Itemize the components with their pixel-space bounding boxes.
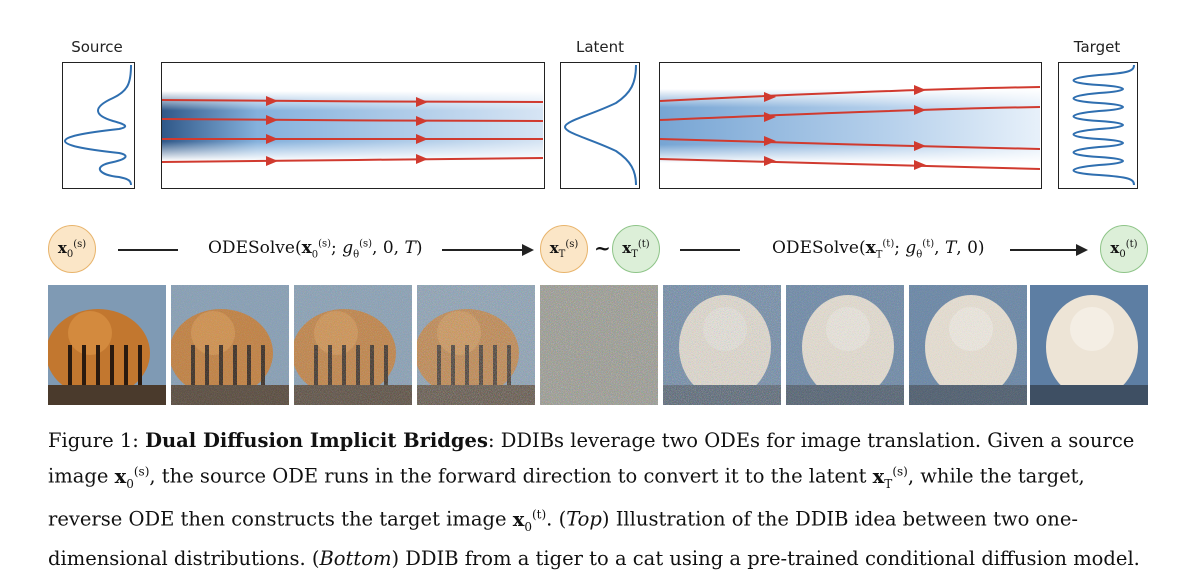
forward-arrow-line (442, 249, 524, 251)
tiger-noise-2-image (294, 285, 412, 405)
latent-noise-image (540, 285, 658, 405)
source-density-plot (62, 62, 135, 189)
flow-arrow (416, 97, 428, 107)
flow-line-2 (659, 106, 1041, 121)
forward-arrow-head (522, 243, 534, 256)
caption-title: Dual Diffusion Implicit Bridges (145, 429, 488, 452)
figure-caption: Figure 1: Dual Diffusion Implicit Bridge… (48, 425, 1158, 574)
caption-text-2: , the source ODE runs in the forward dir… (149, 464, 867, 488)
caption-text-4: . ( (546, 507, 567, 531)
flow-arrow (914, 160, 926, 170)
flow-arrow (266, 134, 278, 144)
forward-flow-field (161, 62, 545, 189)
node-xT-source: xT(s) (540, 225, 588, 273)
caption-top: Top (566, 507, 602, 531)
flow-arrow (416, 116, 428, 126)
latent-density-curve (563, 64, 637, 186)
latent-density-plot (560, 62, 640, 189)
flow-arrow (416, 134, 428, 144)
flow-arrow (266, 156, 278, 166)
caption-text-1: : DDIBs leverage two ODEs for image tran… (48, 429, 1135, 488)
flow-line-2 (161, 118, 544, 122)
connector-line (118, 249, 178, 251)
flow-arrow (914, 85, 926, 95)
latent-label: Latent (575, 38, 625, 56)
cat-result-image (1030, 285, 1148, 405)
reverse-arrow-line (1010, 249, 1078, 251)
cat-noise-1-image (909, 285, 1027, 405)
target-label: Target (1073, 38, 1121, 56)
math-xTs: xT(s) (872, 464, 908, 491)
flow-line-1 (161, 99, 544, 103)
caption-text-3: , while the target, reverse ODE then con… (48, 464, 1085, 531)
connector-line (680, 249, 740, 251)
tiger-noise-3-image (417, 285, 535, 405)
tiger-original-image (48, 285, 166, 405)
source-label: Source (71, 38, 123, 56)
flow-line-4 (161, 157, 544, 163)
caption-figure-label: Figure 1: (48, 429, 139, 452)
forward-ode-equation: ODESolve(x0(s); gθ(s), 0, T) (208, 238, 423, 261)
cat-noise-2-image (786, 285, 904, 405)
node-x0-source: x0(s) (48, 225, 96, 273)
cat-noise-3-image (663, 285, 781, 405)
flow-arrow (914, 105, 926, 115)
target-density-curve (1072, 64, 1135, 186)
reverse-ode-equation: ODESolve(xT(t); gθ(t), T, 0) (772, 238, 985, 261)
flow-line-1 (659, 86, 1041, 102)
source-density-curve (63, 64, 132, 186)
reverse-arrow-head (1076, 243, 1088, 256)
flow-line-3 (659, 138, 1041, 150)
caption-text-6: ) DDIB from a tiger to a cat using a pre… (391, 546, 1140, 570)
flow-arrow (764, 92, 776, 102)
reverse-flow-field (659, 62, 1042, 189)
flow-arrow (914, 141, 926, 151)
flow-arrow (764, 156, 776, 166)
caption-bottom: Bottom (319, 546, 392, 570)
flow-arrow (764, 136, 776, 146)
math-x0s: x0(s) (114, 464, 150, 491)
flow-line-4 (659, 158, 1041, 170)
tiger-noise-1-image (171, 285, 289, 405)
target-density-plot (1058, 62, 1138, 189)
distribution-tilde: ~ (594, 236, 611, 260)
flow-arrow (764, 112, 776, 122)
flow-arrow (266, 115, 278, 125)
math-x0t: x0(t) (512, 507, 547, 534)
caption-text-5: ) Illustration of the DDIB idea between … (48, 507, 1078, 570)
node-xT-target: xT(t) (612, 225, 660, 273)
flow-arrow (266, 96, 278, 106)
node-x0-target: x0(t) (1100, 225, 1148, 273)
flow-arrow (416, 154, 428, 164)
